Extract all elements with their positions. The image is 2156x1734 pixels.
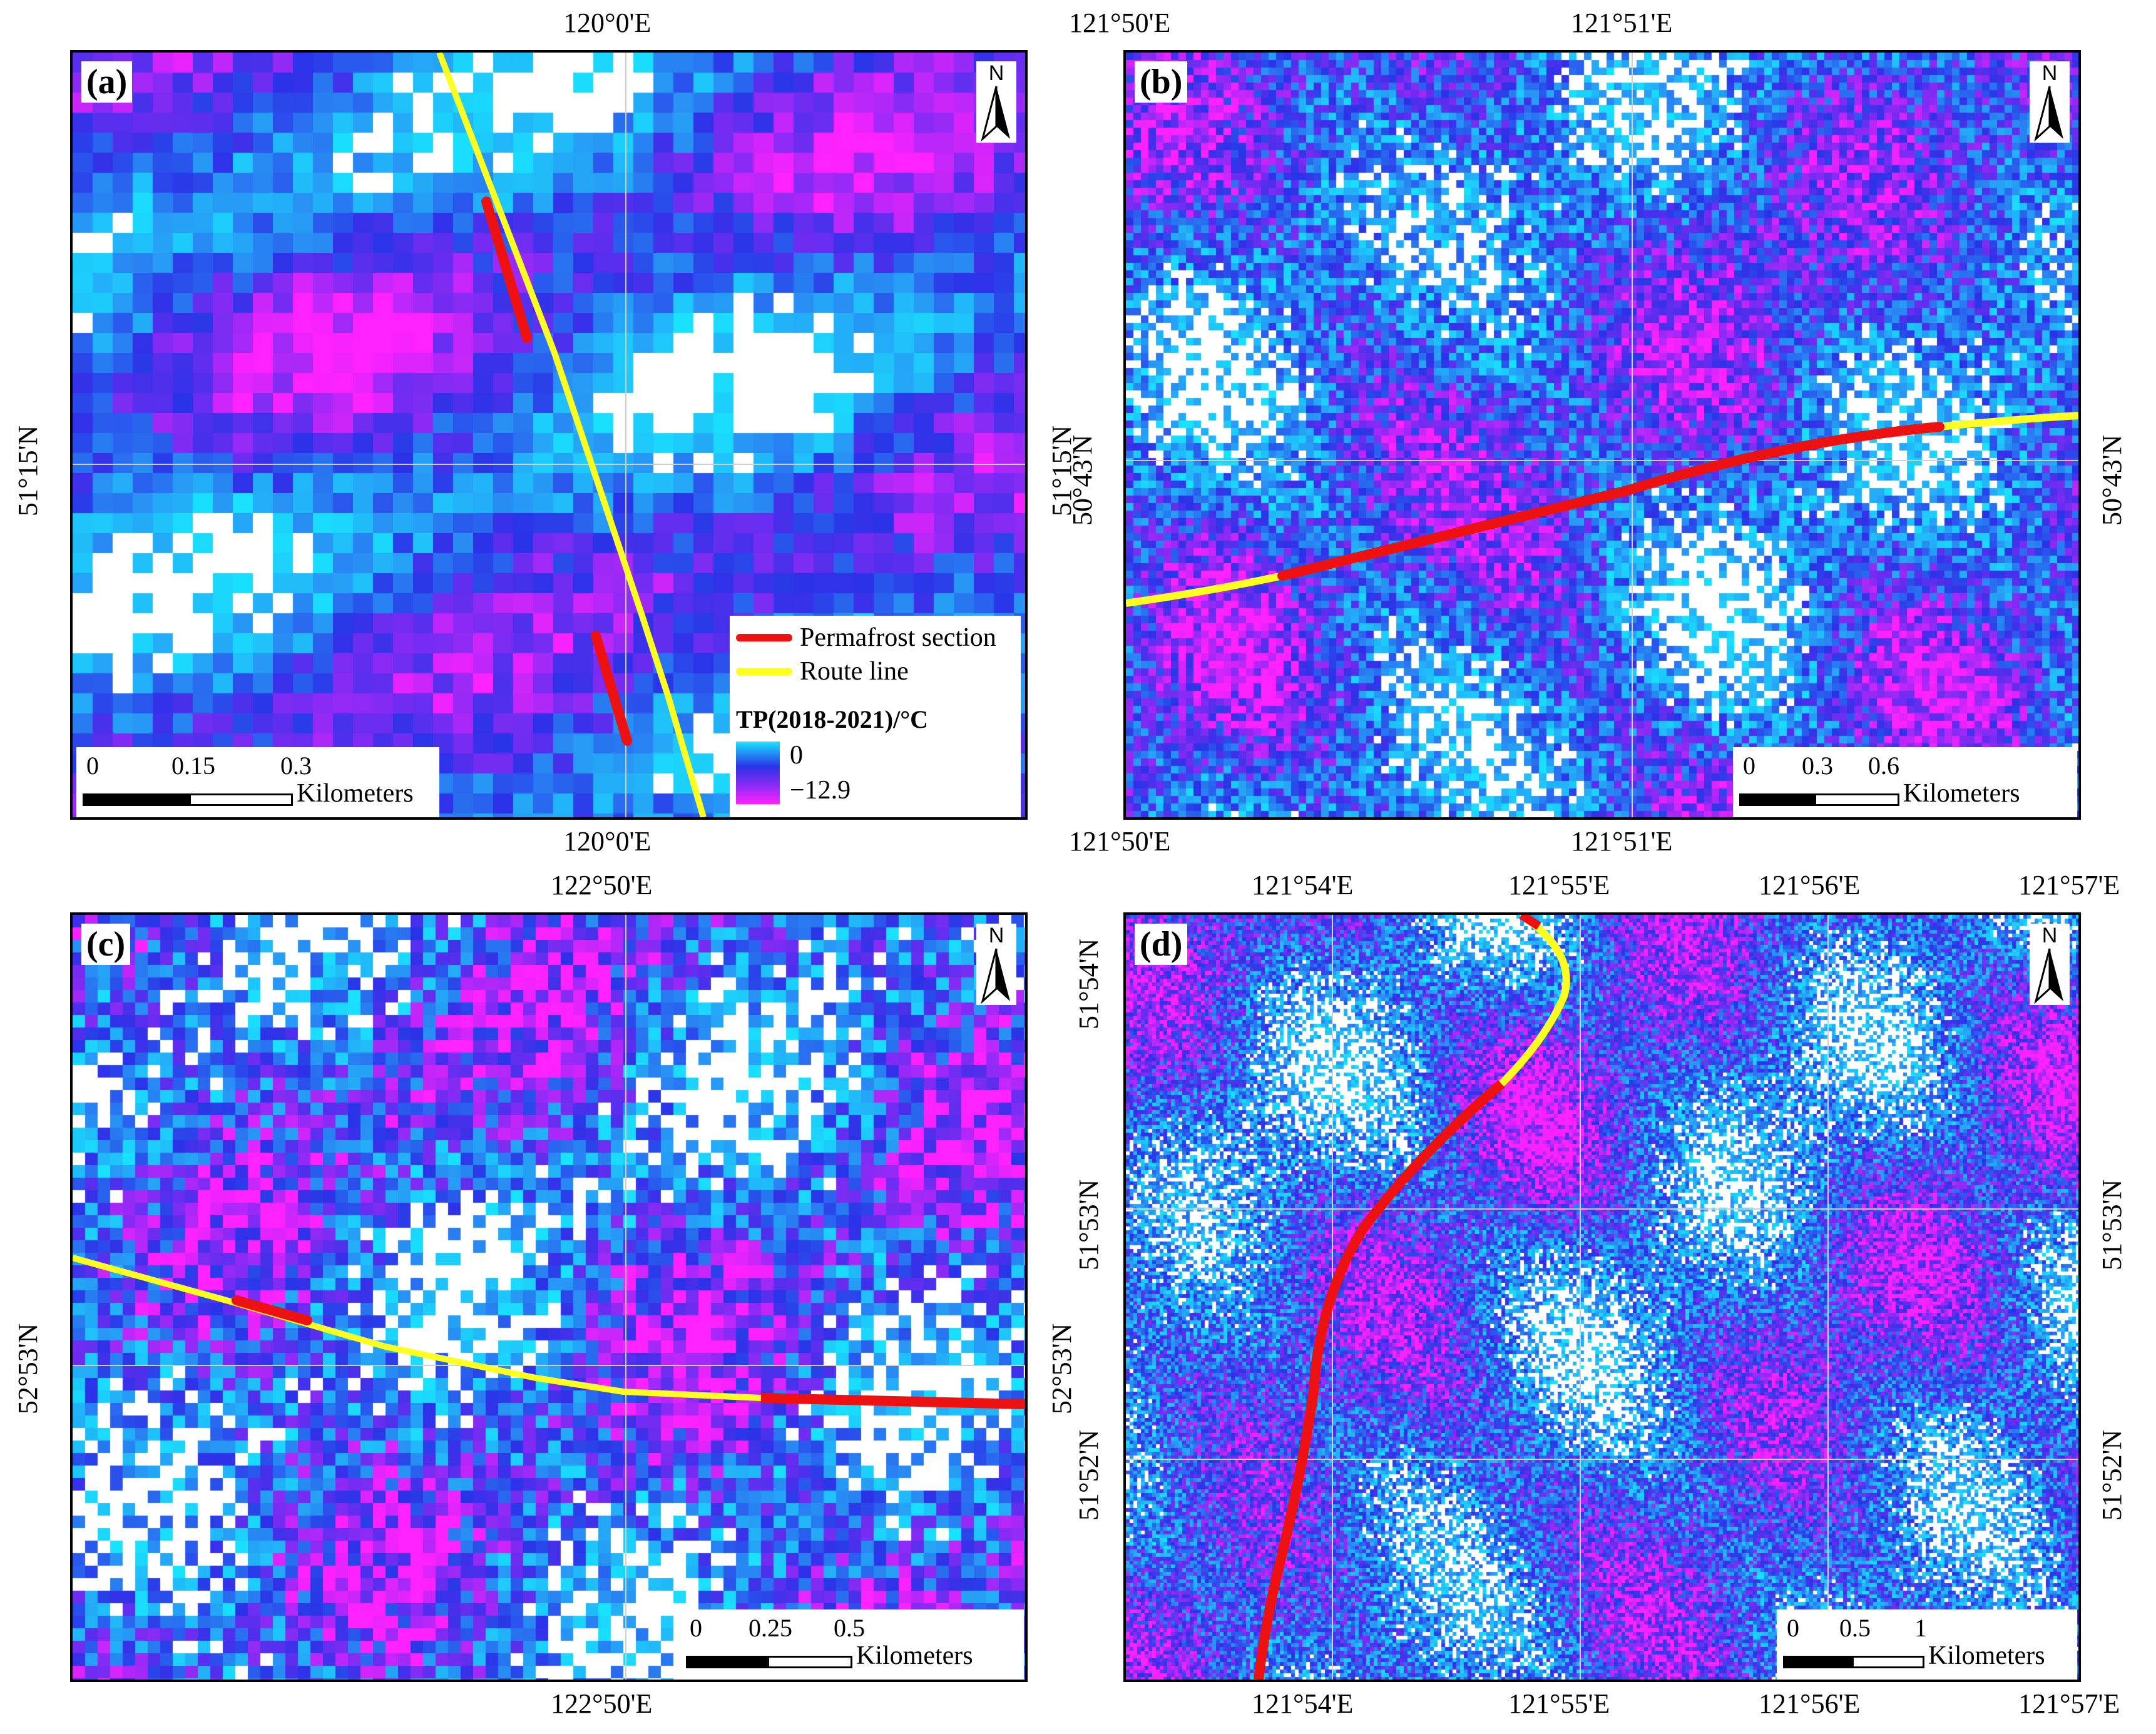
scale-label: 0: [86, 752, 99, 780]
scale-label: 0.3: [1802, 752, 1833, 780]
bottom-tick-label: 121°57'E: [2018, 1688, 2120, 1719]
temperature-raster-b: [1126, 53, 2078, 817]
scale-unit: Kilometers: [297, 779, 414, 808]
north-arrow-icon: [2034, 86, 2063, 141]
permafrost-section: [760, 1393, 1025, 1409]
top-tick-label: 121°51'E: [1571, 8, 1673, 38]
map-panel-c: (c) N 0 0.25 0.5 Kilometers: [70, 912, 1028, 1682]
scale-unit: Kilometers: [856, 1641, 973, 1670]
north-arrow: N: [2030, 924, 2070, 1005]
route-line: [1939, 412, 2078, 431]
temperature-raster-c: [73, 915, 1025, 1680]
left-tick-label: 51°53'N: [1073, 1179, 1104, 1270]
left-tick-label: 51°54'N: [1073, 938, 1104, 1029]
north-letter: N: [2041, 924, 2058, 947]
north-arrow-icon: [2034, 948, 2063, 1004]
scale-label: 0.6: [1868, 752, 1899, 780]
left-tick-label: 51°52'N: [1073, 1429, 1104, 1521]
route-line: [1126, 572, 1284, 607]
scale-label: 0: [1743, 752, 1755, 780]
legend-color-ramp: 0 −12.9: [736, 742, 1014, 804]
bottom-tick-label: 121°54'E: [1252, 1688, 1354, 1719]
left-tick-label: 52°53'N: [13, 1323, 43, 1414]
scale-label: 0: [1787, 1614, 1799, 1642]
bottom-tick-label: 121°56'E: [1759, 1688, 1861, 1719]
scale-label: 1: [1914, 1614, 1927, 1642]
right-tick-label: 51°52'N: [2097, 1429, 2127, 1521]
scale-bar: 0 0.25 0.5 Kilometers: [680, 1609, 1024, 1680]
route-overlay-b: [1126, 53, 2078, 817]
north-arrow: N: [976, 61, 1016, 143]
panel-label: (a): [81, 61, 133, 103]
north-letter: N: [988, 61, 1004, 85]
map-legend: Permafrost section Route line TP(2018-20…: [730, 616, 1021, 817]
scale-label: 0.5: [1839, 1614, 1871, 1642]
top-tick-label: 120°0'E: [563, 8, 651, 38]
bottom-tick-label: 121°55'E: [1508, 1688, 1610, 1719]
color-ramp-bar: [736, 742, 780, 804]
top-tick-label: 121°54'E: [1252, 870, 1354, 900]
north-letter: N: [2041, 61, 2058, 85]
top-tick-label: 121°55'E: [1508, 870, 1610, 900]
map-panel-b: (b) N 0 0.3 0.6 Kilometers: [1123, 50, 2081, 820]
map-panel-d: (d) N 0 0.5 1 Kilometers: [1123, 912, 2081, 1682]
route-line: [73, 1255, 762, 1401]
scale-label: 0.15: [171, 752, 215, 780]
scale-label: 0.5: [834, 1614, 865, 1642]
scale-unit: Kilometers: [1928, 1641, 2045, 1670]
right-tick-label: 51°53'N: [2097, 1179, 2127, 1270]
panel-label: (c): [81, 924, 131, 965]
permafrost-section: [1277, 422, 1944, 581]
legend-route-label: Route line: [800, 657, 909, 686]
top-tick-label: 121°57'E: [2018, 870, 2120, 900]
bottom-tick-label: 121°50'E: [1069, 826, 1171, 857]
panel-label: (d): [1135, 924, 1188, 965]
route-line: [436, 53, 707, 817]
north-letter: N: [988, 924, 1004, 947]
scale-bar: 0 0.15 0.3 Kilometers: [76, 747, 439, 817]
permafrost-section: [232, 1295, 312, 1325]
route-overlay-d: [1126, 915, 2078, 1680]
panel-label: (b): [1135, 61, 1188, 103]
scale-bar: 0 0.3 0.6 Kilometers: [1733, 747, 2077, 817]
legend-permafrost: Permafrost section: [736, 621, 1014, 655]
bottom-tick-label: 122°50'E: [551, 1688, 653, 1719]
top-tick-label: 121°50'E: [1069, 8, 1171, 38]
ramp-min-label: −12.9: [790, 776, 851, 805]
map-panel-a: (a) N Permafrost section Route line TP(2…: [70, 50, 1028, 820]
north-arrow-icon: [981, 948, 1010, 1004]
scale-label: 0.3: [280, 752, 312, 780]
route-overlay-a: [73, 53, 1025, 817]
left-tick-label: 51°15'N: [13, 425, 43, 516]
route-line: [1498, 915, 1570, 1087]
route-overlay-c: [73, 915, 1025, 1680]
legend-permafrost-label: Permafrost section: [800, 623, 996, 652]
permafrost-section: [591, 631, 632, 746]
north-arrow: N: [2030, 61, 2070, 143]
top-tick-label: 121°56'E: [1759, 870, 1861, 900]
scale-label: 0.25: [748, 1614, 792, 1642]
ramp-max-label: 0: [790, 741, 803, 770]
bottom-tick-label: 120°0'E: [563, 826, 651, 857]
north-arrow-icon: [981, 86, 1010, 141]
permafrost-section: [1519, 915, 1541, 930]
legend-title: TP(2018-2021)/°C: [736, 705, 929, 733]
north-arrow: N: [976, 924, 1016, 1005]
top-tick-label: 122°50'E: [551, 870, 653, 900]
scale-bar: 0 0.5 1 Kilometers: [1777, 1609, 2077, 1680]
scale-label: 0: [690, 1614, 702, 1642]
scale-unit: Kilometers: [1903, 779, 2020, 808]
permafrost-section: [1254, 1079, 1505, 1680]
legend-route: Route line: [736, 655, 1014, 688]
bottom-tick-label: 121°51'E: [1571, 826, 1673, 857]
left-tick-label: 50°43'N: [1067, 434, 1098, 526]
permafrost-section: [481, 196, 532, 343]
right-tick-label: 50°43'N: [2097, 434, 2127, 526]
